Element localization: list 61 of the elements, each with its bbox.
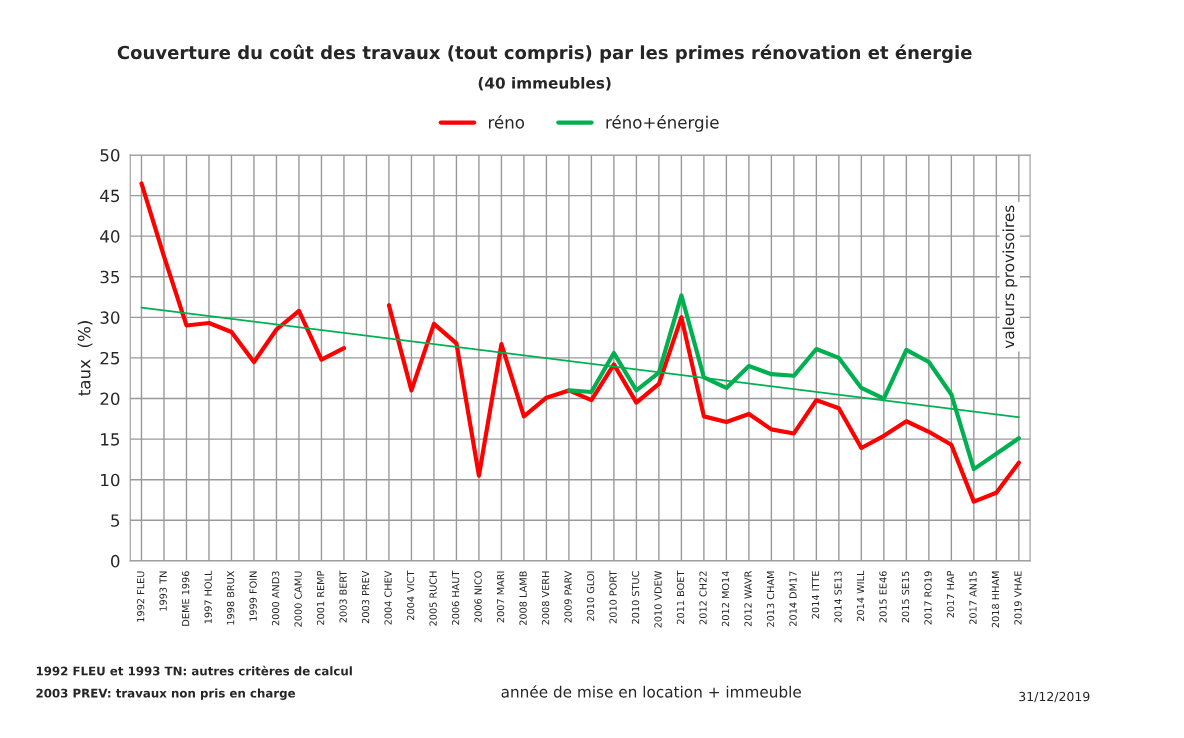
legend-label: réno+énergie: [606, 115, 719, 132]
x-tick-label: 2014 ITTE: [811, 571, 820, 619]
x-tick-label: 2008 LAMB: [519, 571, 527, 626]
x-tick-label: 1997 HOLL: [204, 570, 212, 624]
x-tick-label: 2010 PORT: [609, 570, 617, 624]
x-tick-label: 2017 RO19: [924, 571, 932, 625]
x-tick-label: 2004 CHEV: [384, 570, 392, 625]
x-tick-label: 2014 DM17: [789, 571, 797, 626]
y-tick-label: 50: [100, 148, 120, 162]
y-tick-label: 5: [111, 514, 120, 527]
x-tick-label: 2006 NICO: [474, 571, 482, 623]
y-tick-label: 25: [100, 351, 120, 365]
x-tick-label: 2019 VHAE: [1014, 571, 1022, 625]
x-tick-label: 2009 PARV: [564, 570, 572, 623]
x-tick-label: 2014 SE13: [834, 571, 842, 623]
x-tick-label: 2010 VDEW: [654, 570, 662, 628]
x-tick-label: 2008 VERH: [541, 571, 550, 625]
y-tick-label: 45: [100, 189, 120, 203]
x-tick-label: 2015 SE15: [901, 571, 910, 623]
x-tick-label: 2010 STUC: [631, 571, 640, 624]
x-tick-label: 2010 GLOI: [586, 571, 595, 621]
x-tick-label: 2017 AN15: [969, 571, 977, 625]
x-tick-label: 2014 WILL: [856, 570, 865, 622]
chart-title: Couverture du coût des travaux (tout compris) par les primes rénovation et énergie: [117, 44, 972, 63]
x-tick-label: 2003 BERT: [339, 570, 347, 623]
y-tick-label: 0: [111, 554, 120, 568]
x-tick-label: 2018 HHAM: [991, 571, 1000, 628]
y-tick-label: 40: [100, 230, 120, 243]
y-tick-label: 10: [101, 473, 120, 487]
x-tick-label: 1992 FLEU: [136, 571, 145, 622]
chart-subtitle: (40 immeubles): [478, 76, 611, 91]
x-tick-label: 2006 HAUT: [451, 570, 460, 625]
x-tick-label: DEME 1996: [181, 571, 190, 626]
y-axis-title: taux (%): [77, 321, 93, 396]
x-tick-label: 2012 WAVR: [744, 570, 752, 627]
x-tick-label: 2001 REMP: [316, 570, 325, 625]
y-tick-label: 20: [100, 392, 120, 406]
x-tick-label: 2013 CHAM: [766, 571, 775, 627]
x-tick-label: 2012 MO14: [721, 571, 730, 627]
x-tick-label: 2011 BOET: [676, 570, 685, 624]
text: 1992 FLEU et 1993 TN: autres critères de calcul: [36, 665, 352, 676]
x-tick-label: 2000 CAMU: [294, 571, 302, 627]
y-tick-label: 35: [100, 270, 120, 284]
x-tick-label: 2012 CH22: [699, 571, 707, 625]
text: 2003 PREV: travaux non pris en charge: [36, 688, 296, 700]
x-tick-label: 2015 EE46: [879, 571, 887, 623]
x-tick-label: 2007 MARI: [496, 571, 505, 623]
annotation: valeurs provisoires: [1002, 205, 1018, 349]
x-tick-label: 1993 TN: [159, 571, 167, 611]
x-tick-label: 2004 VICT: [406, 570, 415, 620]
legend-label: réno: [488, 115, 525, 129]
x-tick-label: 2003 PREV: [361, 570, 370, 624]
text: 31/12/2019: [1019, 691, 1090, 703]
x-tick-label: 2005 RUCH: [429, 571, 437, 626]
x-tick-label: 1999 FOIN: [249, 571, 257, 621]
y-tick-label: 30: [100, 311, 120, 324]
x-tick-label: 1998 BRUX: [226, 570, 235, 625]
y-tick-label: 15: [101, 433, 120, 446]
x-axis-title: année de mise en location + immeuble: [501, 685, 801, 698]
x-tick-label: 2000 AND3: [271, 571, 280, 626]
x-tick-label: 2017 HAP: [946, 570, 955, 618]
